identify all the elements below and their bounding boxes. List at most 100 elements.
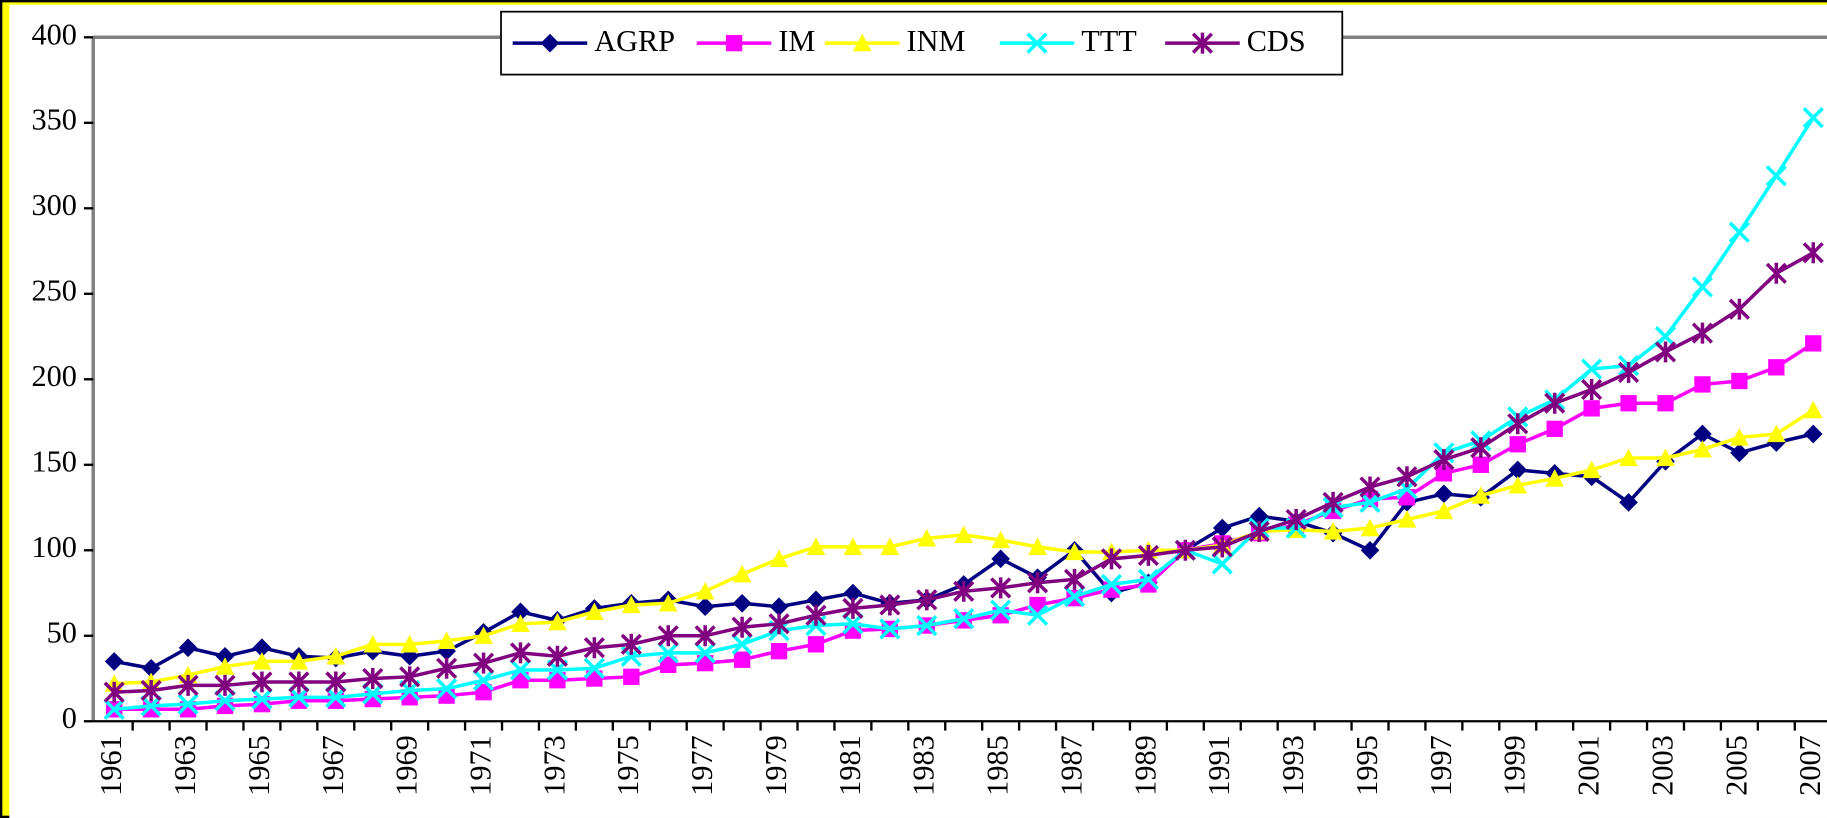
marker <box>1100 548 1123 570</box>
marker <box>1248 520 1270 543</box>
marker <box>288 671 310 693</box>
legend-label: TTT <box>1081 24 1137 58</box>
marker <box>1768 359 1785 376</box>
marker <box>1360 540 1380 560</box>
y-tick-label: 300 <box>31 188 76 222</box>
marker <box>1693 424 1712 444</box>
marker <box>657 625 679 647</box>
marker <box>694 642 716 664</box>
marker <box>585 602 604 620</box>
x-tick-label: 1961 <box>94 735 128 796</box>
marker <box>733 651 751 668</box>
marker <box>1620 395 1637 412</box>
marker <box>400 635 419 653</box>
x-tick-label: 1987 <box>1054 735 1088 796</box>
marker <box>1359 491 1381 513</box>
x-tick-label: 1981 <box>833 735 867 796</box>
marker <box>363 635 383 653</box>
marker <box>843 537 863 556</box>
legend: AGRP IM INM TTT CDS <box>500 10 1344 76</box>
x-tick-label: 1967 <box>316 735 350 796</box>
marker <box>1174 539 1196 561</box>
marker <box>852 33 872 52</box>
marker <box>437 631 456 650</box>
marker <box>1582 460 1601 479</box>
marker <box>214 674 236 696</box>
marker <box>1544 392 1566 414</box>
legend-label: IM <box>778 24 815 58</box>
marker <box>1545 469 1565 487</box>
marker <box>1657 395 1674 412</box>
marker <box>1397 510 1417 528</box>
y-tick-label: 50 <box>47 616 77 650</box>
marker <box>1693 440 1712 458</box>
x-tick-label: 1971 <box>464 735 498 796</box>
series <box>103 242 1824 703</box>
marker <box>879 594 901 616</box>
marker <box>1470 437 1492 459</box>
marker <box>1728 221 1750 243</box>
y-tick-label: 350 <box>31 103 76 137</box>
marker <box>1802 242 1824 264</box>
marker <box>399 666 421 688</box>
marker <box>806 590 826 610</box>
marker <box>1765 165 1787 187</box>
marker <box>509 642 532 664</box>
marker <box>325 686 347 708</box>
y-tick-label: 200 <box>31 359 76 393</box>
x-tick-label: 1995 <box>1350 735 1384 796</box>
marker <box>1100 573 1123 596</box>
marker <box>1508 460 1528 480</box>
marker <box>1137 568 1159 590</box>
marker <box>842 597 864 619</box>
x-tick-label: 2007 <box>1793 735 1827 796</box>
marker <box>1508 475 1528 494</box>
marker <box>583 637 605 659</box>
x-tick-label: 1973 <box>537 735 571 796</box>
marker <box>1065 542 1084 561</box>
marker <box>1396 466 1418 488</box>
marker <box>546 645 568 667</box>
marker <box>1472 456 1489 473</box>
marker <box>1249 506 1269 526</box>
marker <box>1027 572 1049 594</box>
marker <box>1191 32 1214 54</box>
marker <box>770 643 788 660</box>
marker <box>1212 518 1232 538</box>
x-tick-label: 1997 <box>1424 735 1458 796</box>
marker <box>1063 568 1086 590</box>
marker <box>326 646 346 665</box>
marker <box>623 668 640 685</box>
marker <box>103 698 125 720</box>
marker <box>1656 448 1675 467</box>
marker <box>325 671 347 693</box>
marker <box>509 659 532 681</box>
marker <box>1618 361 1640 384</box>
marker <box>991 530 1010 549</box>
marker <box>657 642 679 664</box>
marker <box>472 652 495 674</box>
y-tick-label: 400 <box>31 17 76 51</box>
marker <box>472 669 495 691</box>
marker <box>511 614 530 632</box>
x-tick-label: 1989 <box>1128 735 1162 796</box>
marker <box>1026 32 1048 54</box>
marker <box>583 657 605 679</box>
marker <box>1211 536 1233 558</box>
marker <box>1360 518 1380 537</box>
x-tick-label: 1977 <box>685 735 719 796</box>
x-tick-label: 1999 <box>1498 735 1532 796</box>
marker <box>1471 486 1491 504</box>
marker <box>990 599 1012 621</box>
marker <box>475 684 492 701</box>
marker <box>548 612 567 631</box>
x-tick-label: 1965 <box>242 735 276 796</box>
marker <box>1802 107 1824 129</box>
marker <box>732 564 752 583</box>
marker <box>1583 400 1600 417</box>
marker <box>1137 544 1159 566</box>
y-tick-label: 250 <box>31 274 76 308</box>
marker <box>177 674 199 696</box>
marker <box>725 34 743 52</box>
